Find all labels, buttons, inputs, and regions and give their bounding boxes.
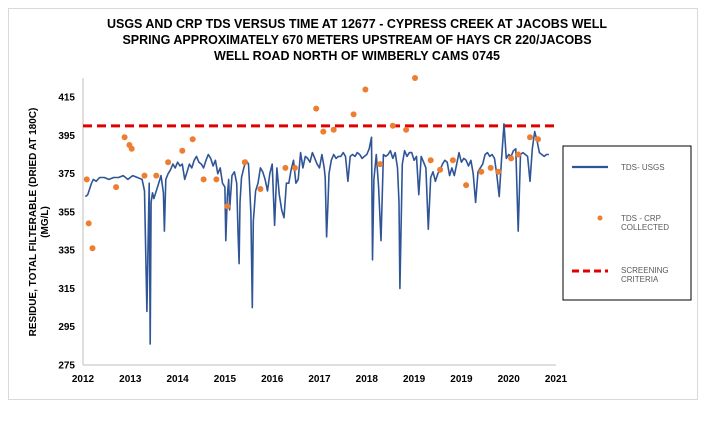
y-tick-label-5: 375 [58,169,75,180]
crp-point-10 [179,147,186,154]
title-line-3: WELL ROAD NORTH OF WIMBERLY CAMS 0745 [214,49,500,63]
crp-point-27 [412,75,418,81]
y-tick-label-7: 415 [58,93,75,104]
crp-point-0 [83,176,90,183]
crp-point-26 [403,126,410,133]
crp-point-34 [495,168,502,175]
crp-point-1 [85,220,92,227]
crp-point-13 [213,176,220,183]
legend-crp-swatch [597,215,603,221]
crp-point-36 [515,151,522,158]
y-axis-title: RESIDUE, TOTAL FILTERABLE (DRIED AT 180C… [28,108,51,337]
crp-point-20 [320,128,327,135]
x-tick-label-7: 2019 [403,374,426,385]
crp-point-28 [427,157,434,164]
crp-point-12 [200,176,207,183]
y-tick-label-2: 315 [58,284,75,295]
y-axis-title-line-1: RESIDUE, TOTAL FILTERABLE (DRIED AT 180C… [28,108,39,337]
legend-usgs-label: TDS- USGS [621,163,665,172]
crp-point-15 [241,159,248,166]
crp-point-6 [128,145,135,152]
legend-box [562,145,692,301]
x-tick-label-5: 2017 [308,374,331,385]
crp-point-35 [508,155,515,162]
crp-point-21 [330,126,337,133]
crp-point-11 [189,136,196,143]
crp-point-19 [313,105,320,112]
crp-point-22 [350,111,357,118]
crp-point-38 [535,136,541,143]
x-tick-label-3: 2015 [214,374,237,385]
crp-point-37 [527,134,533,141]
crp-point-4 [121,134,128,141]
x-tick-label-4: 2016 [261,374,284,385]
x-tick-label-9: 2020 [498,374,521,385]
chart-title: USGS AND CRP TDS VERSUS TIME AT 12677 - … [107,17,607,63]
y-tick-labels: 275 295 315 335 355 375 395 415 [58,93,75,372]
crp-point-14 [224,203,231,210]
series-tds-crp [83,75,541,252]
crp-point-30 [449,157,456,164]
crp-point-2 [89,245,96,252]
crp-point-32 [478,168,485,175]
crp-point-33 [487,164,494,171]
x-tick-labels: 2012 2013 2014 2015 2016 2017 2018 2019 2019 2020… [72,374,568,385]
crp-point-18 [291,164,298,171]
x-tick-label-0: 2012 [72,374,95,385]
x-tick-label-6: 2018 [356,374,379,385]
usgs-line [84,123,549,345]
x-tick-label-8: 2019 [450,374,473,385]
y-axis-title-line-2: (MG/L) [40,206,51,238]
crp-point-23 [362,86,369,93]
crp-point-31 [463,182,470,189]
title-line-2: SPRING APPROXIMATELY 670 METERS UPSTREAM… [122,33,591,47]
title-line-1: USGS AND CRP TDS VERSUS TIME AT 12677 - … [107,17,607,31]
crp-point-25 [389,122,396,129]
crp-point-7 [141,172,148,179]
x-tick-label-1: 2013 [119,374,142,385]
legend: TDS- USGS TDS - CRP COLLECTED SCREENING … [562,145,692,301]
legend-screening-label-2: CRITERIA [621,275,659,284]
x-tick-label-10: 2021 [545,374,568,385]
legend-crp-label-2: COLLECTED [621,223,669,232]
y-tick-label-3: 335 [58,246,75,257]
crp-point-9 [165,159,172,166]
x-tick-label-2: 2014 [166,374,189,385]
legend-screening-label-1: SCREENING [621,266,669,275]
crp-point-3 [113,184,120,191]
legend-crp-label-1: TDS - CRP [621,214,661,223]
y-tick-label-1: 295 [58,322,75,333]
crp-point-24 [377,161,383,168]
crp-point-8 [153,172,160,179]
crp-point-29 [437,166,444,173]
series-tds-usgs [84,123,549,345]
y-tick-label-4: 355 [58,207,75,218]
y-tick-label-0: 275 [58,361,75,372]
y-tick-label-6: 395 [58,131,75,142]
crp-point-17 [282,164,289,171]
crp-point-16 [257,186,264,192]
